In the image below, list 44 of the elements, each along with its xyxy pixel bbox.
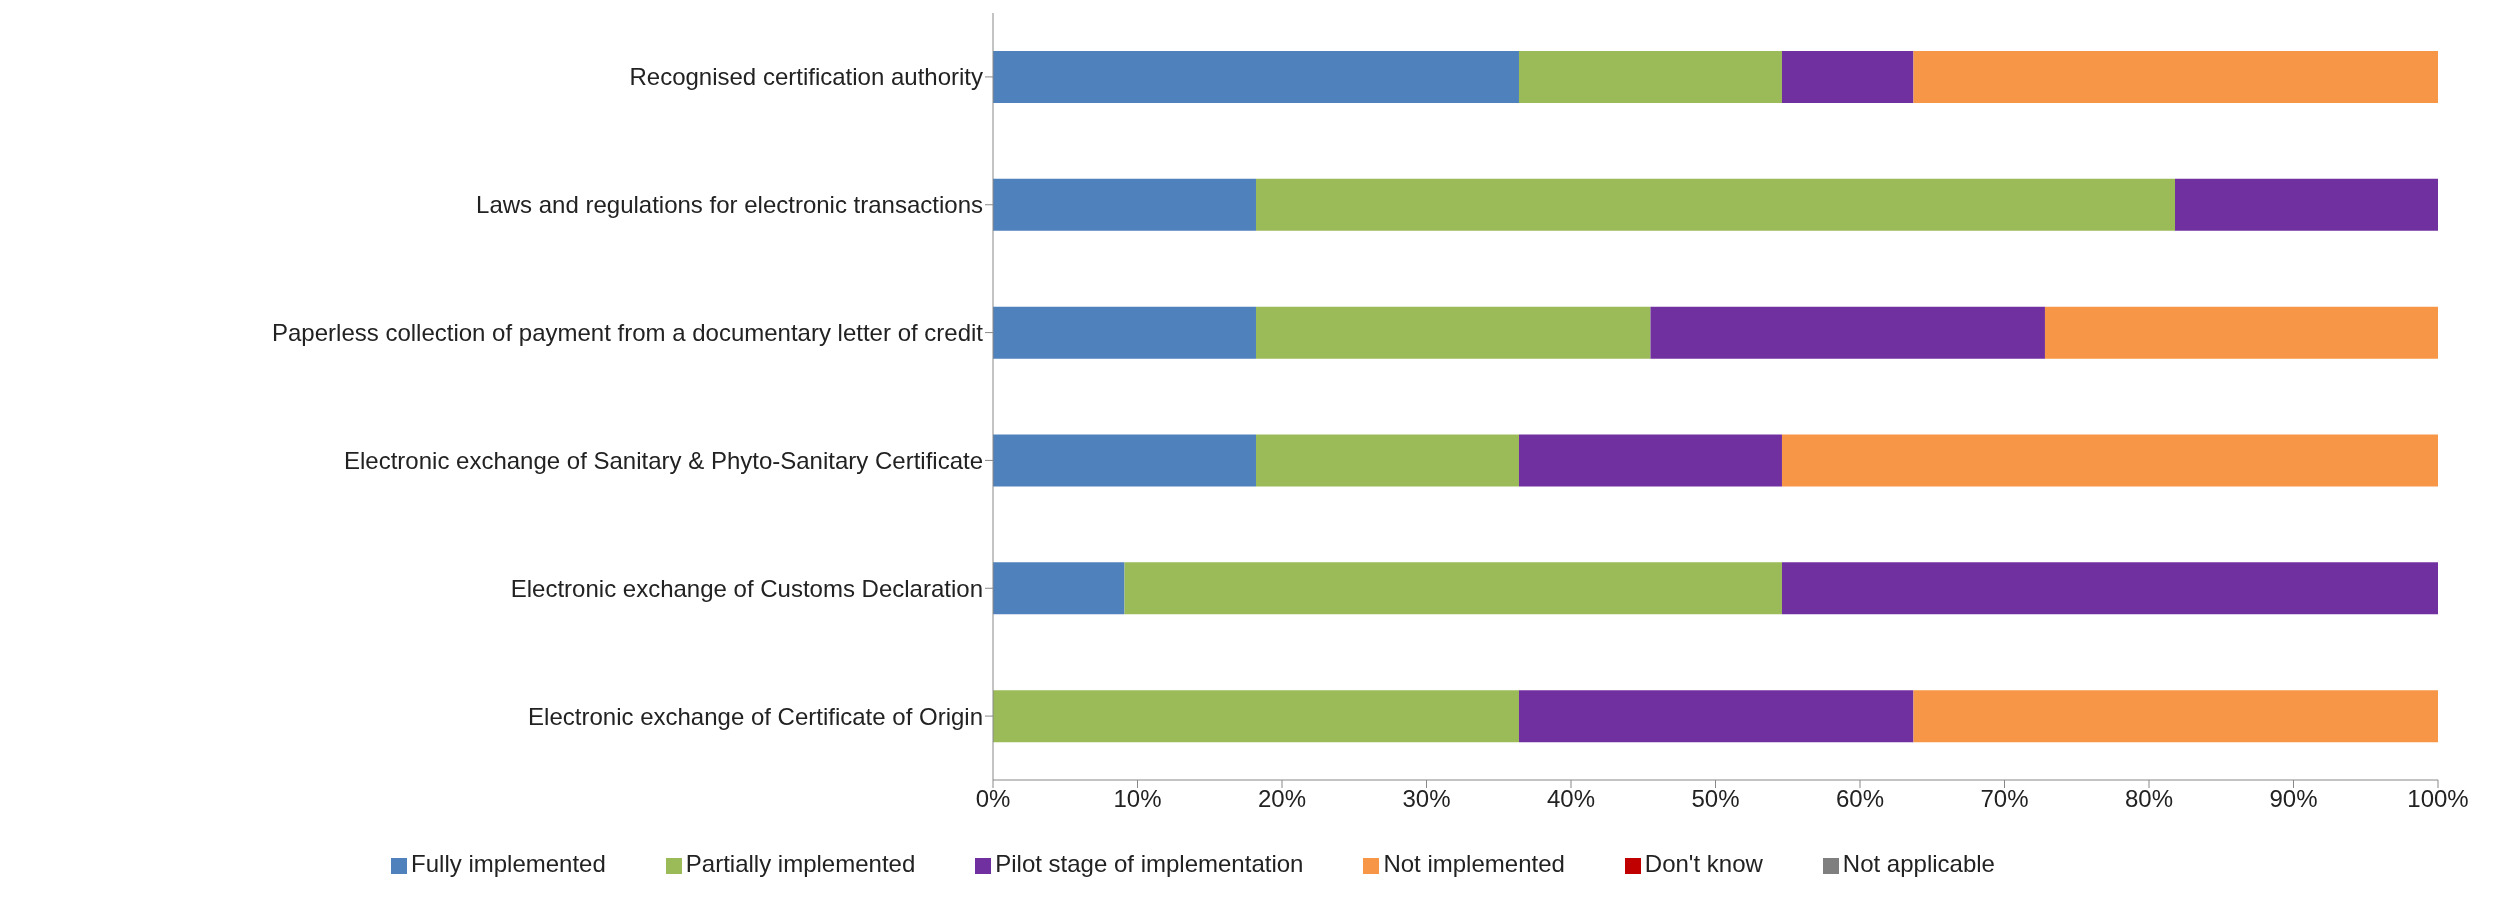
bar	[1913, 51, 2438, 103]
y-tick-label: Paperless collection of payment from a documentary letter of credit	[272, 319, 984, 347]
legend-label: Not applicable	[1842, 850, 1995, 877]
bar	[1518, 434, 1782, 487]
legend-label: Not implemented	[1383, 850, 1565, 877]
x-tick-label: 20%	[1257, 785, 1307, 813]
legend-label: Partially implemented	[685, 850, 916, 877]
x-tick-label: 80%	[2124, 785, 2174, 813]
bar	[1913, 690, 2438, 743]
bar	[1781, 434, 2438, 487]
y-tick-label: Laws and regulations for electronic transactions	[476, 191, 983, 219]
bar	[993, 434, 1256, 487]
legend-label: Fully implemented	[411, 850, 606, 877]
bar	[1518, 690, 1914, 743]
x-tick-label: 100%	[2407, 785, 2469, 813]
legend-label: Pilot stage of implementation	[995, 850, 1304, 877]
bar	[993, 562, 1125, 615]
x-tick-label: 0%	[975, 785, 1011, 813]
bar	[993, 178, 1256, 231]
x-tick-label: 30%	[1402, 785, 1451, 813]
bar	[1255, 434, 1519, 487]
bar	[1255, 178, 2176, 231]
y-tick-label: Recognised certification authority	[629, 63, 983, 91]
bar	[993, 306, 1256, 359]
y-tick-label: Electronic exchange of Certificate of Origin	[528, 702, 983, 730]
bar	[1781, 562, 2438, 615]
bar	[993, 690, 1519, 743]
bar	[1781, 51, 1914, 103]
x-tick-label: 90%	[2269, 785, 2318, 813]
bar	[993, 51, 1519, 103]
legend-label: Don't know	[1644, 850, 1763, 877]
bar	[2175, 178, 2438, 231]
bar	[1518, 51, 1782, 103]
x-tick-label: 50%	[1691, 785, 1740, 813]
x-tick-label: 70%	[1980, 785, 2029, 813]
y-tick-label: Electronic exchange of Sanitary & Phyto-Sanitary Certificate	[344, 446, 983, 474]
y-tick-label: Electronic exchange of Customs Declaration	[510, 574, 983, 602]
bar	[2044, 306, 2438, 359]
bar	[1124, 562, 1782, 615]
x-tick-label: 10%	[1113, 785, 1162, 813]
bar	[1650, 306, 2045, 359]
x-tick-label: 40%	[1546, 785, 1596, 813]
x-tick-label: 60%	[1835, 785, 1885, 813]
bar	[1255, 306, 1651, 359]
